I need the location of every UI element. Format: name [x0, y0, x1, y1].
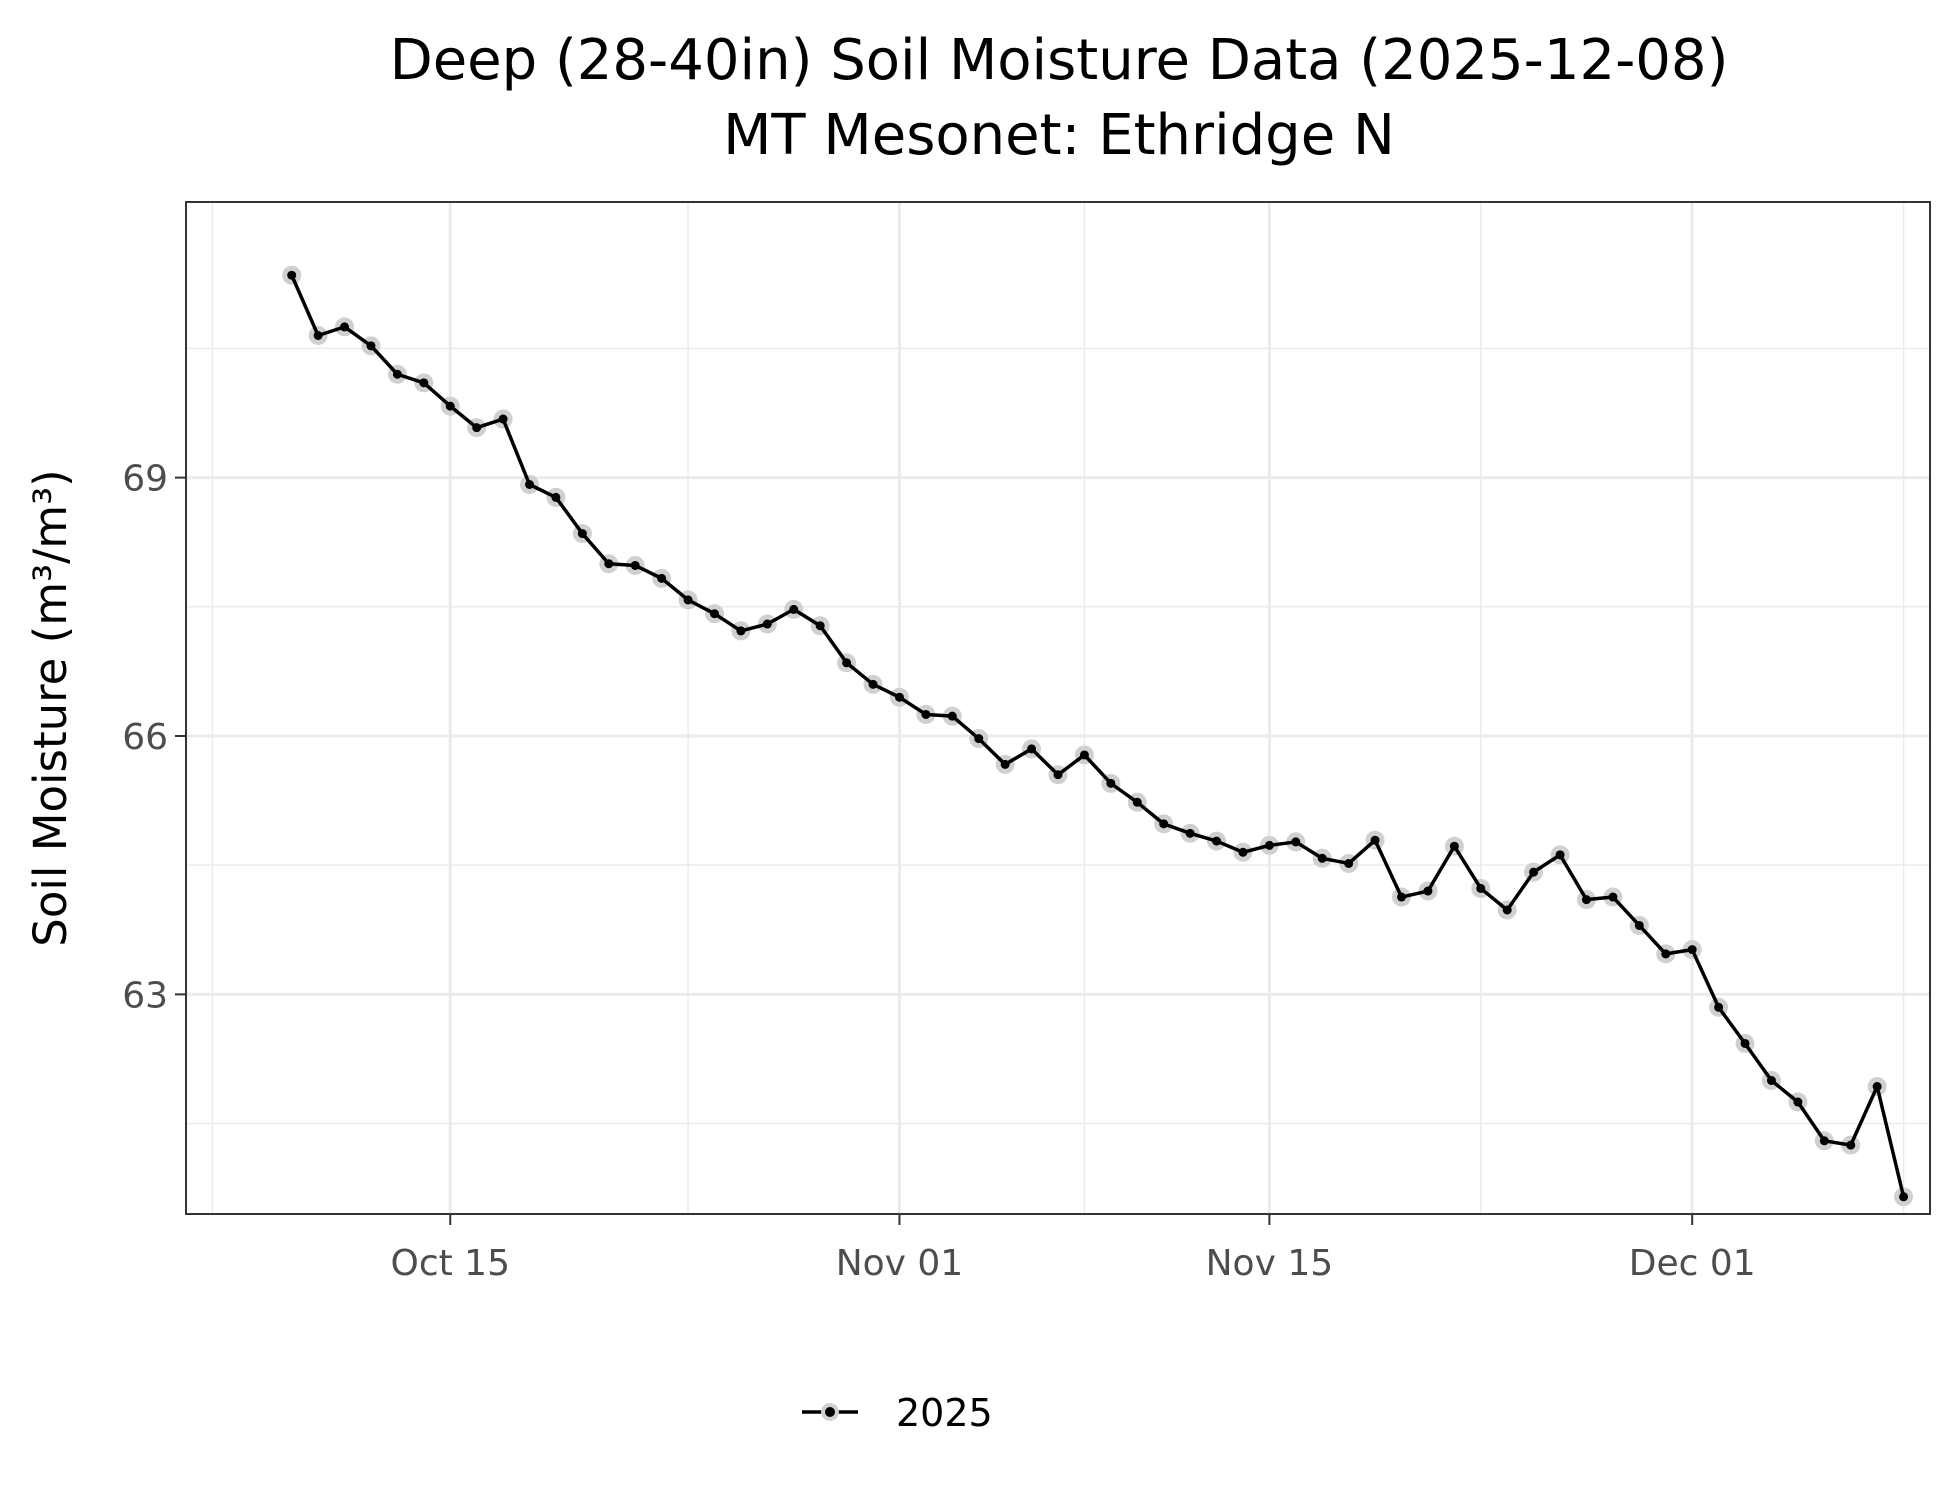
data-point [1185, 828, 1195, 838]
data-point [1581, 895, 1591, 905]
data-point [419, 378, 429, 388]
data-point [736, 626, 746, 636]
x-tick-label: Dec 01 [1629, 1243, 1756, 1284]
data-point [551, 492, 561, 502]
data-point [472, 423, 482, 433]
data-point [1159, 819, 1169, 829]
chart-subtitle: MT Mesonet: Ethridge N [723, 103, 1395, 168]
data-point [1238, 847, 1248, 857]
data-point [1027, 744, 1037, 754]
data-point [1793, 1097, 1803, 1107]
data-point [1661, 949, 1671, 959]
data-point [1397, 892, 1407, 902]
x-tick-label: Nov 01 [836, 1243, 964, 1284]
data-point [1766, 1076, 1776, 1086]
data-point [498, 414, 508, 424]
major-gridlines [186, 202, 1930, 1214]
x-axis: Oct 15 Nov 01 Nov 15 Dec 01 [390, 1214, 1756, 1284]
data-point [445, 401, 455, 411]
data-point [921, 709, 931, 719]
data-point [1106, 778, 1116, 788]
data-point [1740, 1038, 1750, 1048]
data-point [313, 330, 323, 340]
data-point [1423, 886, 1433, 896]
data-point [1714, 1002, 1724, 1012]
data-point [1264, 840, 1274, 850]
data-point [1899, 1192, 1909, 1202]
y-axis-title: Soil Moisture (m³/m³) [24, 469, 77, 946]
data-point [1344, 858, 1354, 868]
data-point [392, 369, 402, 379]
data-point [366, 341, 376, 351]
y-tick-label: 66 [122, 717, 168, 758]
series-line [290, 274, 1906, 1198]
data-point [1819, 1136, 1829, 1146]
data-point [1529, 867, 1539, 877]
data-point [630, 560, 640, 570]
data-point [815, 621, 825, 631]
data-point [789, 604, 799, 614]
data-point [1370, 835, 1380, 845]
chart-title: Deep (28-40in) Soil Moisture Data (2025-… [390, 28, 1729, 93]
data-point [894, 692, 904, 702]
legend: 2025 [802, 1391, 993, 1435]
data-point [577, 529, 587, 539]
y-tick-label: 63 [122, 975, 168, 1016]
plot-panel-border [185, 201, 1931, 1215]
data-point [947, 711, 957, 721]
data-point [657, 573, 667, 583]
data-point [1872, 1082, 1882, 1092]
data-point [340, 322, 350, 332]
data-point [1687, 945, 1697, 955]
data-point [1132, 797, 1142, 807]
data-point [709, 609, 719, 619]
data-point [1000, 759, 1010, 769]
data-point [762, 619, 772, 629]
data-point [1634, 920, 1644, 930]
data-point [1053, 770, 1063, 780]
data-point [1502, 905, 1512, 915]
data-point [1212, 836, 1222, 846]
data-point [1476, 883, 1486, 893]
legend-label-2025: 2025 [896, 1391, 993, 1435]
data-point [1555, 850, 1565, 860]
y-axis: 63 66 69 [122, 459, 186, 1016]
x-tick-label: Oct 15 [390, 1243, 510, 1284]
data-point [525, 479, 535, 489]
legend-key-point [825, 1407, 835, 1417]
series-2025 [282, 265, 1914, 1207]
data-point [287, 270, 297, 280]
data-point [683, 595, 693, 605]
data-point [868, 679, 878, 689]
series-point-group [287, 270, 1909, 1202]
data-point [842, 658, 852, 668]
data-point [1291, 837, 1301, 847]
data-point [604, 559, 614, 569]
data-point [1317, 853, 1327, 863]
data-point [1608, 892, 1618, 902]
data-point [1846, 1140, 1856, 1150]
x-tick-label: Nov 15 [1206, 1243, 1334, 1284]
data-point [1079, 750, 1089, 760]
minor-gridlines [186, 202, 1930, 1214]
y-tick-label: 69 [122, 459, 168, 500]
data-point [1449, 841, 1459, 851]
data-point [974, 734, 984, 744]
